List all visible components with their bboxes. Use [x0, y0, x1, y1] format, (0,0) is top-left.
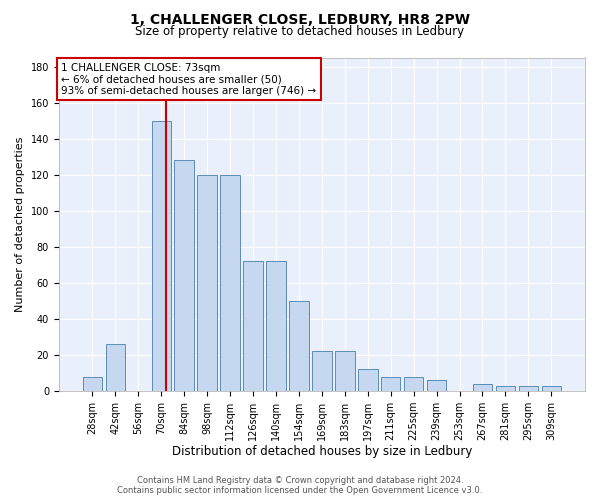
Bar	[197, 174, 217, 391]
Bar	[404, 376, 424, 391]
Bar	[152, 120, 171, 391]
Bar	[427, 380, 446, 391]
Bar	[358, 370, 377, 391]
Y-axis label: Number of detached properties: Number of detached properties	[15, 136, 25, 312]
Text: 1, CHALLENGER CLOSE, LEDBURY, HR8 2PW: 1, CHALLENGER CLOSE, LEDBURY, HR8 2PW	[130, 12, 470, 26]
Bar	[266, 262, 286, 391]
Bar	[244, 262, 263, 391]
Bar	[175, 160, 194, 391]
Bar	[542, 386, 561, 391]
Bar	[518, 386, 538, 391]
Bar	[312, 352, 332, 391]
Bar	[106, 344, 125, 391]
Bar	[473, 384, 492, 391]
Text: Size of property relative to detached houses in Ledbury: Size of property relative to detached ho…	[136, 25, 464, 38]
Text: Contains HM Land Registry data © Crown copyright and database right 2024.
Contai: Contains HM Land Registry data © Crown c…	[118, 476, 482, 495]
Bar	[83, 376, 102, 391]
Bar	[289, 301, 308, 391]
X-axis label: Distribution of detached houses by size in Ledbury: Distribution of detached houses by size …	[172, 444, 472, 458]
Bar	[220, 174, 240, 391]
Bar	[381, 376, 400, 391]
Text: 1 CHALLENGER CLOSE: 73sqm
← 6% of detached houses are smaller (50)
93% of semi-d: 1 CHALLENGER CLOSE: 73sqm ← 6% of detach…	[61, 62, 317, 96]
Bar	[496, 386, 515, 391]
Bar	[335, 352, 355, 391]
